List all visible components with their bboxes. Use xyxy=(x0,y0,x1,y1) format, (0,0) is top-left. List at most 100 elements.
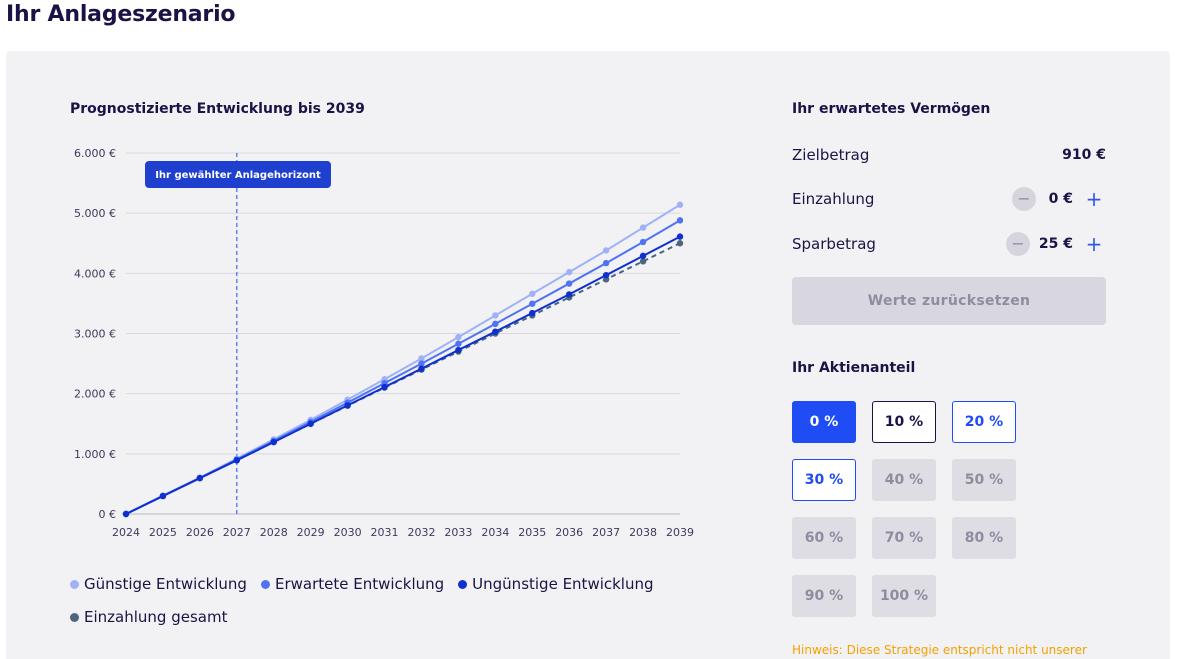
x-tick-label: 2036 xyxy=(555,526,583,539)
x-tick-label: 2030 xyxy=(334,526,362,539)
y-tick-label: 4.000 € xyxy=(74,267,116,280)
share-option[interactable]: 20 % xyxy=(952,401,1016,443)
series-point xyxy=(639,238,647,246)
series-point xyxy=(529,290,536,297)
share-option[interactable]: 10 % xyxy=(872,401,936,443)
series-point xyxy=(196,475,204,482)
share-option[interactable]: 40 % xyxy=(872,459,936,501)
x-tick-label: 2031 xyxy=(371,526,399,539)
legend-dot-icon xyxy=(70,579,79,589)
series-point xyxy=(602,259,610,267)
horizon-badge-label: Ihr gewählter Anlagehorizont xyxy=(155,170,321,181)
strategy-hint: Hinweis: Diese Strategie entspricht nich… xyxy=(792,643,1087,657)
series-point xyxy=(566,291,573,298)
x-tick-label: 2039 xyxy=(666,526,694,539)
savings-minus-button[interactable]: − xyxy=(1005,232,1030,256)
series-point xyxy=(529,300,536,307)
x-tick-label: 2028 xyxy=(260,526,288,539)
share-option[interactable]: 30 % xyxy=(792,459,856,501)
legend-dot-icon xyxy=(260,579,270,589)
series-point xyxy=(566,280,573,287)
x-tick-label: 2033 xyxy=(444,526,472,539)
legend-item-expected: Erwartete Entwicklung xyxy=(260,575,445,593)
share-option[interactable]: 70 % xyxy=(872,517,936,559)
target-label: Zielbetrag xyxy=(792,146,870,164)
legend-item-favorable: Günstige Entwicklung xyxy=(70,575,247,593)
savings-plus-button[interactable]: + xyxy=(1085,232,1103,256)
target-row: Zielbetrag 910 € xyxy=(792,140,1106,170)
legend-dot-icon xyxy=(70,612,79,622)
series-point xyxy=(676,217,684,224)
legend-label: Ungünstige Entwicklung xyxy=(472,575,654,593)
share-option[interactable]: 60 % xyxy=(792,517,856,559)
reset-button[interactable]: Werte zurücksetzen xyxy=(792,277,1106,325)
y-tick-label: 5.000 € xyxy=(74,207,116,220)
y-tick-label: 2.000 € xyxy=(74,388,116,401)
series-line xyxy=(125,235,681,515)
deposit-label: Einzahlung xyxy=(792,190,875,208)
deposit-value: 0 € xyxy=(1048,191,1073,207)
series-point xyxy=(455,346,462,354)
x-tick-label: 2026 xyxy=(186,526,214,539)
series-layer xyxy=(122,201,684,518)
series-point xyxy=(639,224,647,231)
y-tick-label: 3.000 € xyxy=(74,328,116,341)
grid-layer xyxy=(126,152,680,515)
x-tick-label: 2034 xyxy=(481,526,509,539)
x-tick-label: 2037 xyxy=(592,526,620,539)
legend-label: Einzahlung gesamt xyxy=(84,608,228,626)
series-point xyxy=(159,492,167,500)
chart-legend: Günstige Entwicklung Erwartete Entwicklu… xyxy=(70,575,710,641)
series-point xyxy=(639,252,647,260)
series-point xyxy=(676,233,684,240)
series-point xyxy=(492,320,499,328)
page-title: Ihr Anlageszenario xyxy=(6,2,236,27)
series-point xyxy=(639,258,647,265)
savings-row: Sparbetrag − 25 € + xyxy=(792,229,1106,259)
series-point xyxy=(418,365,425,372)
deposit-minus-button[interactable]: − xyxy=(1012,187,1036,211)
legend-item-total-deposit: Einzahlung gesamt xyxy=(70,608,227,626)
x-tick-label: 2025 xyxy=(149,526,177,539)
share-option[interactable]: 80 % xyxy=(952,517,1016,559)
y-tick-label: 6.000 € xyxy=(74,147,116,160)
legend-label: Günstige Entwicklung xyxy=(84,575,247,593)
series-point xyxy=(602,271,610,279)
series-point xyxy=(455,333,462,341)
legend-label: Erwartete Entwicklung xyxy=(274,575,445,593)
share-option[interactable]: 0 % xyxy=(792,401,856,443)
horizon-badge xyxy=(145,161,331,188)
legend-item-unfavorable: Ungünstige Entwicklung xyxy=(458,575,654,593)
x-tick-label: 2029 xyxy=(297,526,325,539)
x-tick-label: 2038 xyxy=(629,526,657,539)
x-tick-label: 2035 xyxy=(518,526,546,539)
savings-label: Sparbetrag xyxy=(792,235,876,253)
series-point xyxy=(676,240,684,247)
series-point xyxy=(418,355,425,362)
horizon-layer: Ihr gewählter Anlagehorizont xyxy=(145,153,331,514)
series-point xyxy=(418,360,425,367)
savings-value: 25 € xyxy=(1038,236,1073,252)
x-tick-label: 2024 xyxy=(112,526,140,539)
share-option[interactable]: 100 % xyxy=(872,575,936,617)
share-title: Ihr Aktienanteil xyxy=(792,360,916,376)
series-point xyxy=(344,402,351,409)
target-value: 910 € xyxy=(1062,147,1106,163)
x-tick-label: 2032 xyxy=(407,526,435,539)
share-option[interactable]: 90 % xyxy=(792,575,856,617)
series-line xyxy=(125,219,681,515)
share-option[interactable]: 50 % xyxy=(952,459,1016,501)
series-point xyxy=(529,309,536,317)
axis-layer: 0 € 1.000 € 2.000 € 3.000 € 4.000 € 5.000 € 6.… xyxy=(74,147,694,539)
series-point xyxy=(233,457,240,464)
y-tick-label: 0 € xyxy=(99,508,117,521)
series-point xyxy=(566,268,573,276)
series-point xyxy=(455,340,462,347)
deposit-plus-button[interactable]: + xyxy=(1085,187,1103,211)
legend-dot-icon xyxy=(458,579,468,589)
series-point xyxy=(381,383,388,391)
series-point xyxy=(122,510,130,518)
summary-title: Ihr erwartetes Vermögen xyxy=(792,101,991,117)
series-point xyxy=(602,247,610,254)
